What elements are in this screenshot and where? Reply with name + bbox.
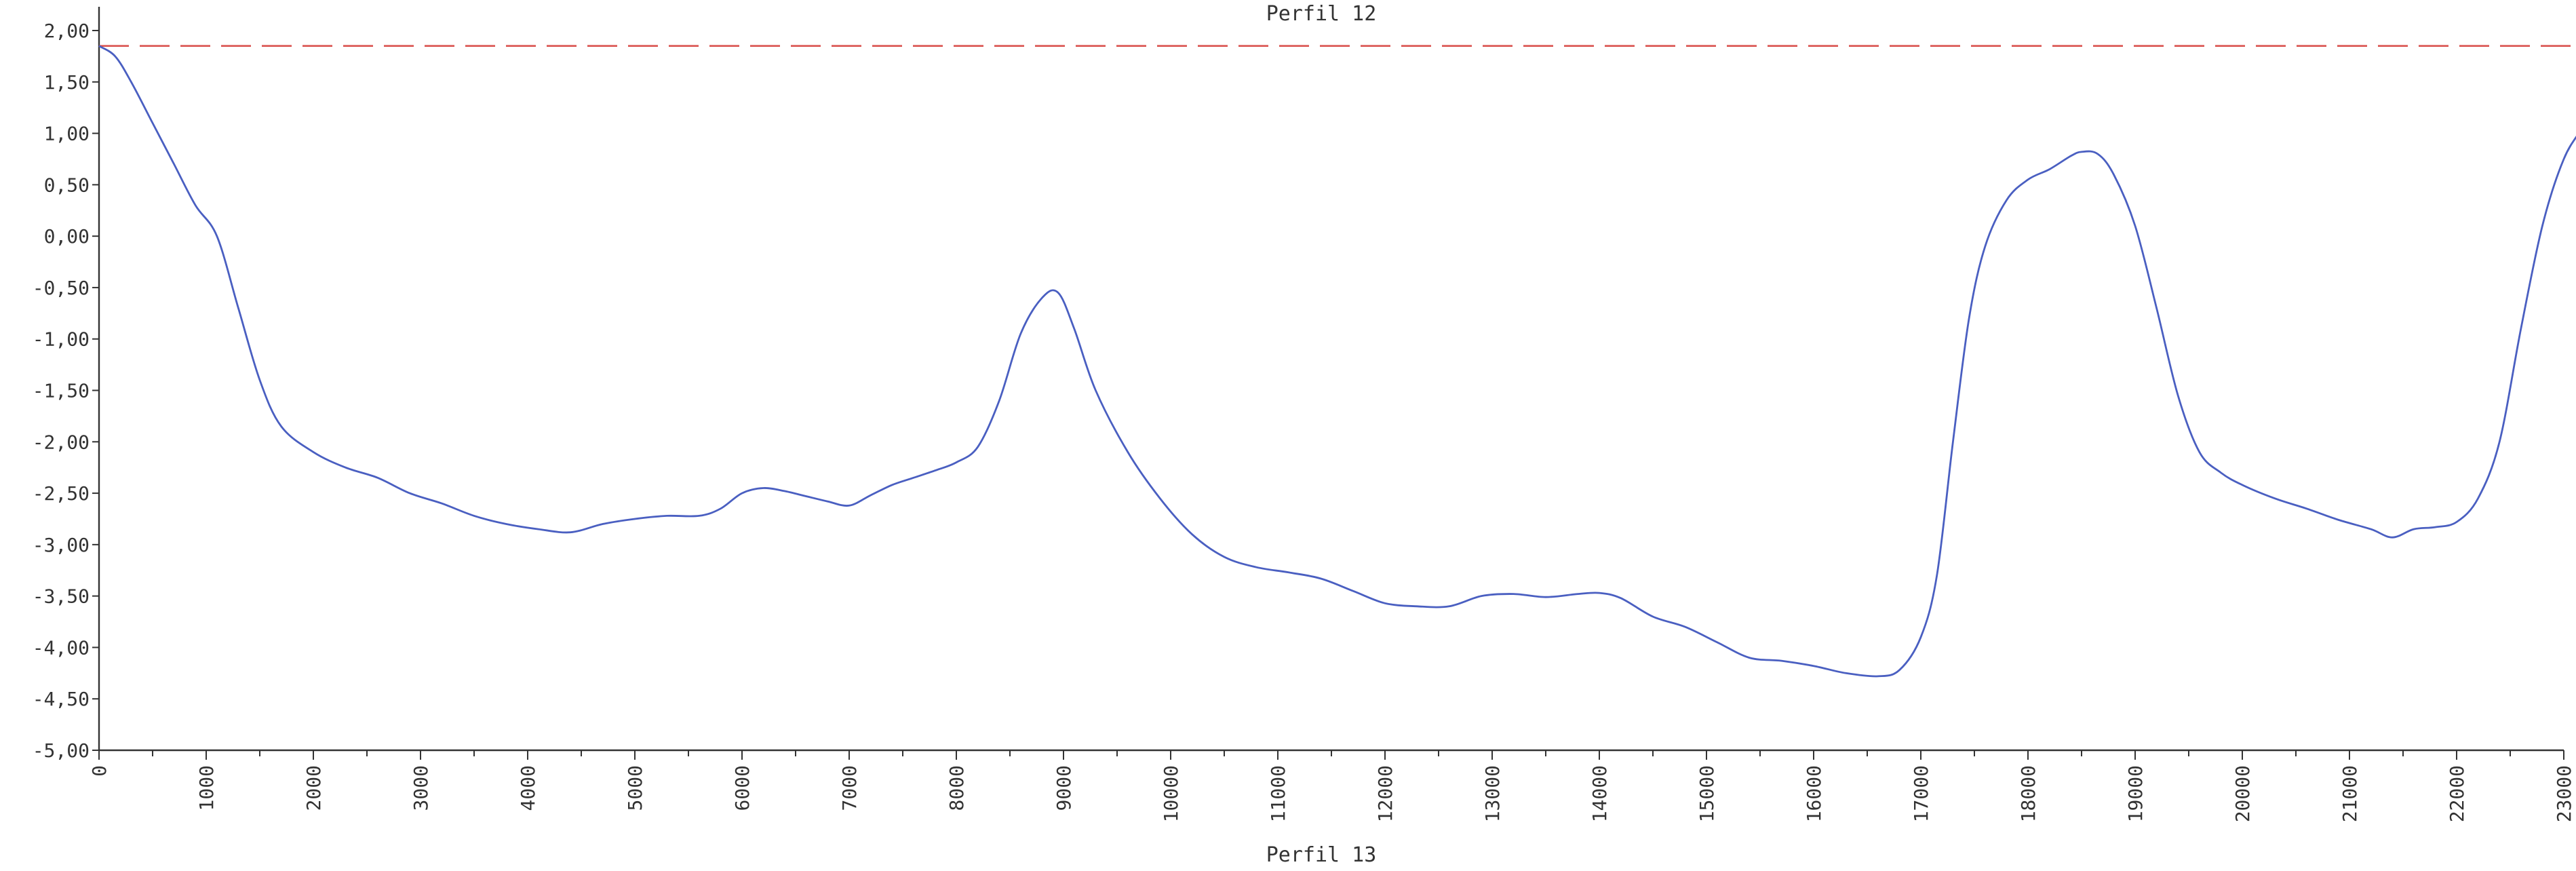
y-tick-label: -3,00: [33, 534, 90, 556]
x-axis-label: Perfil 13: [1266, 843, 1377, 867]
x-tick-label: 1000: [195, 765, 218, 811]
x-tick-label: 19000: [2124, 765, 2147, 822]
y-tick-label: -0,50: [33, 277, 90, 299]
y-tick-label: -5,00: [33, 739, 90, 762]
x-tick-label: 15000: [1696, 765, 1718, 822]
x-tick-label: 5000: [624, 765, 646, 811]
x-tick-label: 12000: [1374, 765, 1397, 822]
y-tick-label: -4,00: [33, 636, 90, 659]
x-tick-label: 9000: [1053, 765, 1075, 811]
x-tick-label: 23000: [2553, 765, 2575, 822]
y-tick-label: 2,00: [44, 20, 90, 42]
y-tick-label: -1,50: [33, 380, 90, 402]
x-tick-label: 11000: [1267, 765, 1289, 822]
x-tick-label: 21000: [2339, 765, 2361, 822]
y-tick-label: -3,50: [33, 585, 90, 608]
x-tick-label: 2000: [303, 765, 325, 811]
x-tick-label: 22000: [2446, 765, 2468, 822]
x-tick-label: 7000: [838, 765, 861, 811]
chart-title: Perfil 12: [1266, 2, 1377, 26]
x-tick-label: 16000: [1803, 765, 1825, 822]
y-tick-label: -1,00: [33, 328, 90, 351]
y-tick-label: -4,50: [33, 688, 90, 710]
x-tick-label: 18000: [2017, 765, 2040, 822]
y-tick-label: 1,50: [44, 71, 90, 94]
y-tick-label: -2,00: [33, 431, 90, 453]
x-tick-label: 8000: [945, 765, 968, 811]
x-tick-label: 4000: [517, 765, 539, 811]
x-tick-label: 17000: [1910, 765, 1932, 822]
profile-series-line: [98, 45, 2576, 678]
plot-area: 2,00 1,50 1,00 0,50 0,00 -0,50 -1,00 -1,50 -2,00…: [33, 7, 2575, 822]
x-tick-label: 3000: [410, 765, 432, 811]
y-tick-label: 0,50: [44, 174, 90, 196]
y-tick-label: 1,00: [44, 123, 90, 145]
x-tick-label: 14000: [1588, 765, 1611, 822]
y-tick-label: 0,00: [44, 225, 90, 248]
x-tick-label: 6000: [731, 765, 754, 811]
x-tick-label: 0: [88, 765, 111, 777]
x-tick-label: 20000: [2231, 765, 2254, 822]
y-tick-label: -2,50: [33, 482, 90, 505]
x-tick-label: 13000: [1481, 765, 1504, 822]
x-tick-label: 10000: [1160, 765, 1182, 822]
